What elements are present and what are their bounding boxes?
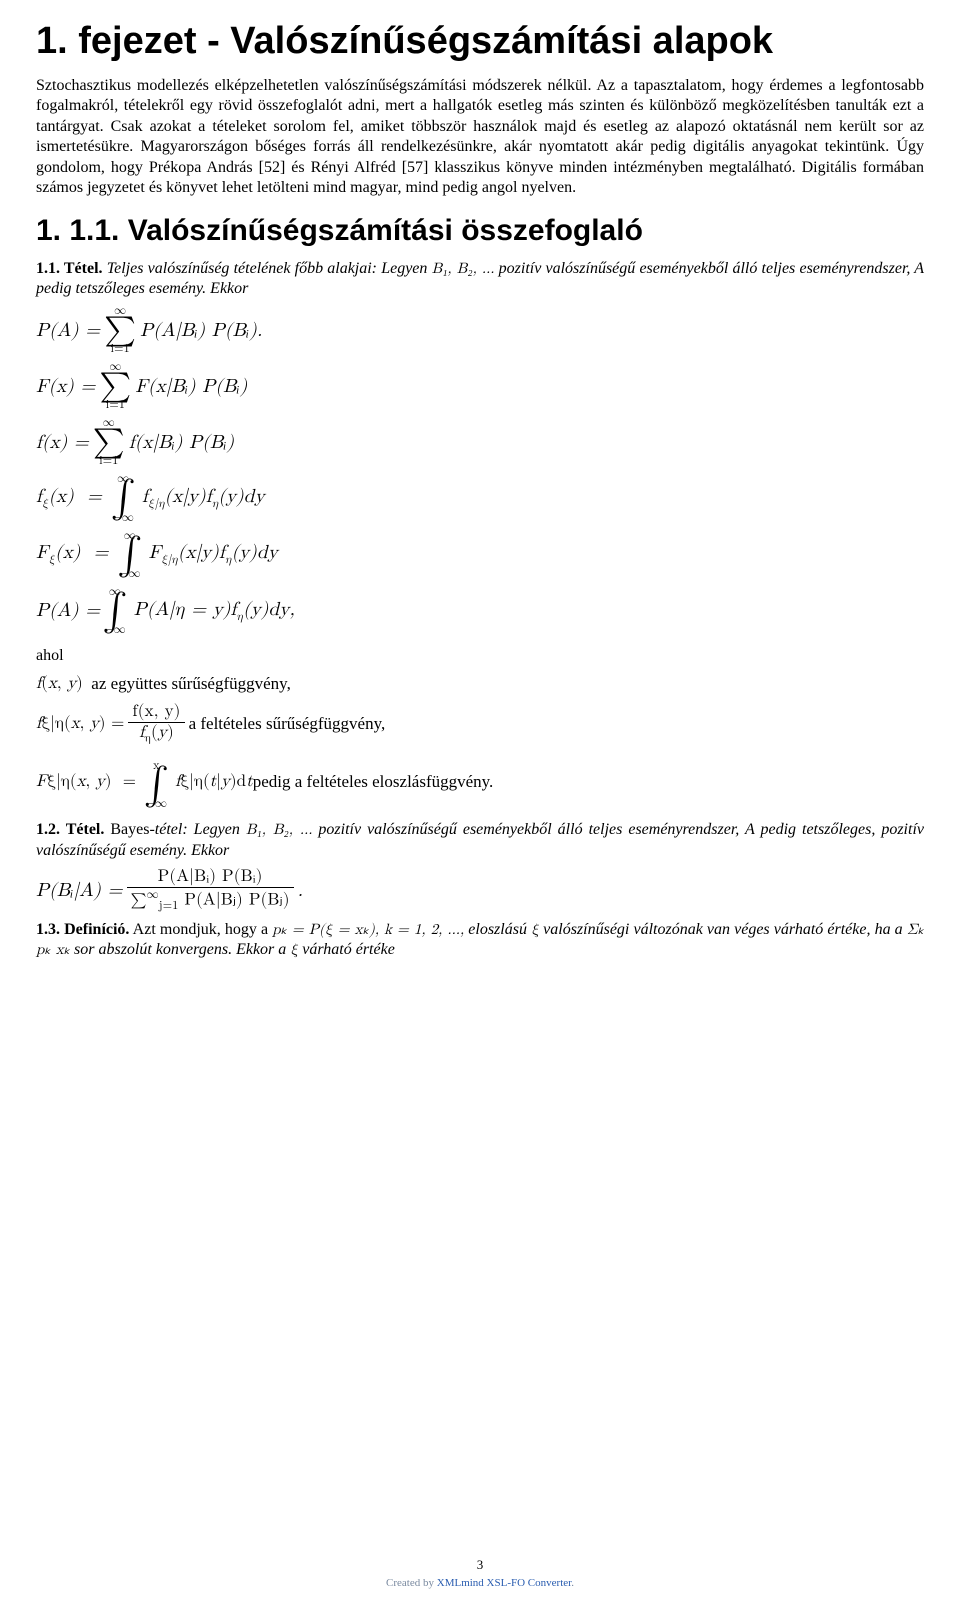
theorem-1-1-events: B₁, B₂, … [432, 261, 495, 276]
integral-icon: ∞ ∫ −∞ [117, 530, 142, 580]
eq-row: Fξ(x) = ∞ ∫ −∞ Fξ|η(x|y)fη(y)dy [36, 530, 924, 580]
definitions-block: f(x, y) az együttes sűrűségfüggvény, fξ|… [36, 674, 924, 810]
eq-row: P(A) = ∞ ∫ −∞ P(A|η = y)fη(y)dy, [36, 586, 924, 636]
ahol-label: ahol [36, 646, 924, 666]
definition-1-3-text-mid2: valószínűségi változónak van véges várha… [543, 921, 907, 938]
theorem-1-2-events: B₁, B₂, … [246, 822, 313, 837]
integral-icon: x ∫ −∞ [144, 760, 169, 810]
footer-credit-link: XMLmind XSL-FO Converter [437, 1577, 571, 1589]
definition-1-3-pk: pₖ = P(ξ = xₖ), k = 1, 2, …, [272, 922, 464, 937]
eq-rhs: P(A|Bᵢ) P(Bᵢ). [140, 321, 262, 340]
def-line: Fξ|η(x, y) = x ∫ −∞ fξ|η(t|y)dt pedig a … [36, 754, 924, 810]
definition-1-3-text-mid3: sor abszolút konvergens. Ekkor a [74, 941, 290, 958]
page: 1. fejezet - Valószínűségszámítási alapo… [0, 0, 960, 1601]
footer-credit-pre: Created by [386, 1577, 437, 1589]
eq-lhs: P(A) = [36, 321, 100, 340]
definition-1-3-text-mid: eloszlású [468, 921, 531, 938]
equation-block-total-probability: P(A) = ∞ ∑ i=1 P(A|Bᵢ) P(Bᵢ). F(x) = ∞ ∑… [36, 305, 924, 636]
eq-lhs: fξ(x) = [36, 487, 109, 510]
page-number: 3 [0, 1557, 960, 1574]
integral-icon: ∞ ∫ −∞ [111, 473, 136, 523]
footer-credit: Created by XMLmind XSL-FO Converter. [0, 1574, 960, 1591]
xi-icon: ξ [531, 922, 539, 937]
definition-1-3-text-pre: Azt mondjuk, hogy a [133, 921, 273, 938]
chapter-title: 1. fejezet - Valószínűségszámítási alapo… [36, 20, 924, 64]
eq-lhs: f(x) = [36, 433, 89, 452]
def-line: fξ|η(x, y) = f(x, y) fη(y) a feltételes … [36, 702, 924, 746]
theorem-1-2-plain: Bayes [110, 821, 149, 838]
sum-icon: ∞ ∑ i=1 [100, 361, 132, 411]
eq-rhs: P(A|η = y)fη(y)dy, [134, 600, 295, 623]
equation-bayes: P(Bᵢ|A) = P(A|Bᵢ) P(Bᵢ) ∑∞j=1 P(A|Bⱼ) P(… [36, 867, 924, 913]
xi-icon: ξ [290, 942, 298, 957]
def-text: az együttes sűrűségfüggvény, [83, 674, 291, 694]
fraction: f(x, y) fη(y) [128, 702, 184, 746]
definition-1-3-label: 1.3. Definíció. [36, 921, 129, 938]
def-text: a feltételes sűrűségfüggvény, [189, 714, 386, 734]
definition-1-3-text-end: várható értéke [302, 941, 395, 958]
eq-row: P(A) = ∞ ∑ i=1 P(A|Bᵢ) P(Bᵢ). [36, 305, 924, 355]
eq-rhs: fξ|η(x|y)fη(y)dy [142, 487, 265, 510]
theorem-1-1: 1.1. Tétel. Teljes valószínűség tételéne… [36, 259, 924, 300]
theorem-1-2-text-pre: -tétel: Legyen [149, 821, 245, 838]
integral-icon: ∞ ∫ −∞ [102, 586, 127, 636]
eq-row: F(x) = ∞ ∑ i=1 F(x|Bᵢ) P(Bᵢ) [36, 361, 924, 411]
theorem-1-2: 1.2. Tétel. Bayes-tétel: Legyen B₁, B₂, … [36, 820, 924, 861]
theorem-1-1-text-pre: Teljes valószínűség tételének főbb alakj… [107, 260, 432, 277]
eq-rhs: Fξ|η(x|y)fη(y)dy [149, 543, 278, 566]
eq-row: fξ(x) = ∞ ∫ −∞ fξ|η(x|y)fη(y)dy [36, 473, 924, 523]
eq-lhs: P(A) = [36, 601, 100, 620]
footer-credit-post: . [571, 1577, 574, 1589]
intro-paragraph: Sztochasztikus modellezés elképzelhetetl… [36, 76, 924, 199]
eq-lhs: Fξ(x) = [36, 543, 115, 566]
eq-row: f(x) = ∞ ∑ i=1 f(x|Bᵢ) P(Bᵢ) [36, 417, 924, 467]
definition-1-3: 1.3. Definíció. Azt mondjuk, hogy a pₖ =… [36, 920, 924, 961]
eq-row: P(Bᵢ|A) = P(A|Bᵢ) P(Bᵢ) ∑∞j=1 P(A|Bⱼ) P(… [36, 867, 924, 913]
fraction: P(A|Bᵢ) P(Bᵢ) ∑∞j=1 P(A|Bⱼ) P(Bⱼ) [127, 867, 294, 913]
def-line: f(x, y) az együttes sűrűségfüggvény, [36, 674, 924, 694]
section-1-1-title: 1. 1.1. Valószínűségszámítási összefogla… [36, 213, 924, 249]
page-footer: 3 Created by XMLmind XSL-FO Converter. [0, 1557, 960, 1591]
theorem-1-1-label: 1.1. Tétel. [36, 260, 103, 277]
def-text: pedig a feltételes eloszlásfüggvény. [253, 772, 494, 792]
eq-lhs: P(Bᵢ|A) = [36, 881, 123, 900]
eq-rhs: F(x|Bᵢ) P(Bᵢ) [135, 377, 247, 396]
eq-rhs: f(x|Bᵢ) P(Bᵢ) [129, 433, 234, 452]
sum-icon: ∞ ∑ i=1 [93, 417, 125, 467]
sum-icon: ∞ ∑ i=1 [104, 305, 136, 355]
theorem-1-2-label: 1.2. Tétel. [36, 821, 104, 838]
eq-lhs: F(x) = [36, 377, 96, 396]
